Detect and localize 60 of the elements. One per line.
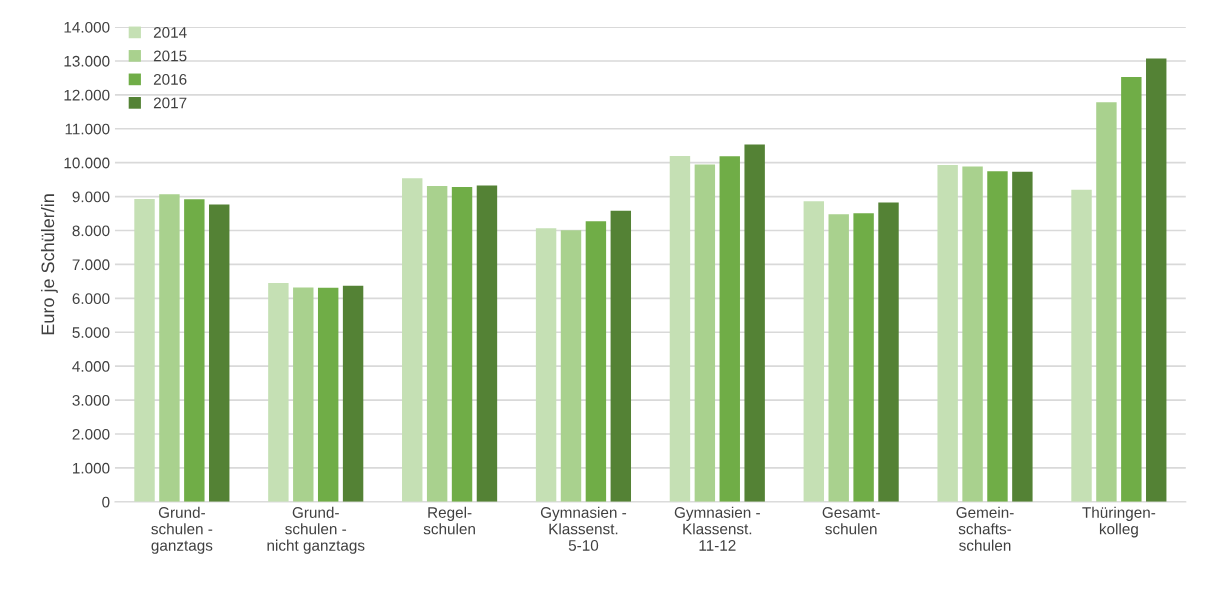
bar [962, 166, 983, 502]
bar [134, 198, 155, 502]
bar [476, 185, 498, 502]
bar [268, 283, 289, 502]
bar [1146, 58, 1167, 502]
y-tick-label: 1.000 [73, 462, 110, 474]
legend-label: 2016 [153, 74, 187, 85]
y-axis-title: Euro je Schüler/in [40, 194, 58, 335]
bar [317, 287, 339, 502]
y-tick-label: 11.000 [65, 123, 110, 135]
bar [209, 204, 230, 502]
x-tick-label: Grund- schulen - nicht ganztags [267, 506, 365, 554]
bar [878, 202, 899, 502]
x-tick-label: Regel- schulen [423, 506, 475, 535]
y-tick-label: 2.000 [72, 428, 110, 440]
bar [694, 164, 716, 502]
bar [853, 213, 874, 502]
bar [535, 228, 557, 502]
bar [293, 287, 314, 502]
bar [1071, 189, 1092, 502]
bar [987, 171, 1008, 502]
bar [744, 144, 765, 502]
x-tick-label: Gymnasien - Klassenst. 5-10 [540, 506, 627, 551]
y-tick-label: 8.000 [72, 225, 110, 237]
y-tick-label: 4.000 [72, 361, 110, 372]
bar [828, 214, 849, 502]
bar [937, 165, 958, 502]
bar [719, 156, 740, 502]
x-tick-label: Grund- schulen - ganztags [151, 506, 213, 554]
x-tick-label: Thüringen- kolleg [1082, 506, 1156, 538]
legend-label: 2017 [153, 97, 187, 109]
bar [1012, 171, 1033, 502]
bar [184, 199, 205, 502]
y-tick-label: 0 [102, 496, 110, 508]
y-tick-label: 14.000 [64, 21, 110, 33]
y-tick-label: 6.000 [72, 293, 110, 305]
bar [426, 186, 448, 502]
y-tick-label: 10.000 [64, 157, 110, 169]
y-tick-label: 3.000 [72, 394, 110, 406]
bar [803, 201, 825, 502]
legend-label: 2015 [153, 50, 187, 62]
legend-label: 2014 [153, 27, 187, 38]
y-tick-label: 12.000 [64, 89, 110, 101]
bar [585, 221, 607, 502]
bar [669, 155, 691, 502]
bar [159, 194, 180, 502]
x-tick-label: Gemein- schafts- schulen [956, 506, 1014, 551]
bar [560, 230, 582, 502]
y-tick-label: 7.000 [72, 259, 110, 271]
y-tick-label: 5.000 [72, 327, 110, 338]
bar [342, 285, 364, 502]
x-tick-label: Gesamt- schulen [822, 507, 880, 535]
y-tick-label: 13.000 [64, 55, 110, 67]
bar [1096, 102, 1117, 502]
bar [451, 187, 473, 502]
bar [1121, 76, 1142, 502]
y-tick-label: 9.000 [72, 191, 110, 203]
bar [402, 178, 423, 502]
x-tick-label: Gymnasien - Klassenst. 11-12 [674, 506, 760, 551]
bar [610, 210, 632, 502]
